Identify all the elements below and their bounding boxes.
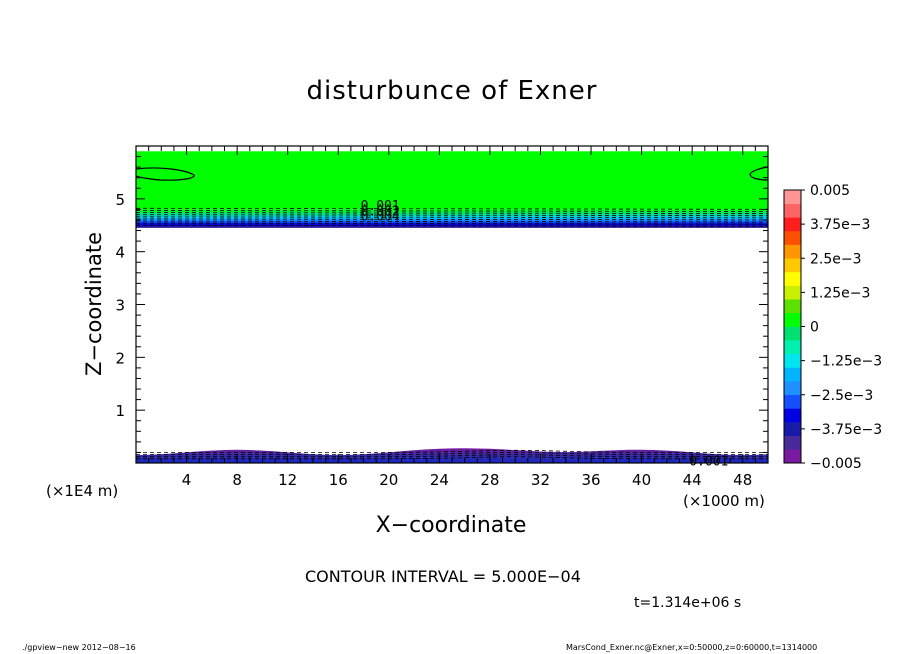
z-axis-unit: (×1E4 m) <box>46 482 119 500</box>
dashed-contour-upper <box>136 220 768 223</box>
x-tick-label: 8 <box>232 471 242 489</box>
colorbar-swatch <box>784 190 801 204</box>
colorbar-tick-label: −1.25e−3 <box>810 354 882 370</box>
colorbar-tick-label: −2.5e−3 <box>810 388 873 404</box>
dashed-contour-bottom <box>136 454 768 458</box>
z-tick-label: 5 <box>115 191 125 209</box>
dashed-contour-upper <box>136 222 768 225</box>
x-axis-label: X−coordinate <box>0 513 904 538</box>
z-axis: 1 2 3 4 5 <box>115 156 768 453</box>
x-tick-label: 40 <box>632 471 651 489</box>
colorbar-swatch <box>784 285 801 300</box>
negative-contour-lines <box>136 207 768 460</box>
colorbar-swatch <box>784 353 801 368</box>
colorbar-swatch <box>784 230 801 245</box>
x-axis-unit: (×1000 m) <box>683 492 765 510</box>
colorbar-tick-label: 3.75e−3 <box>810 217 870 233</box>
z-axis-label: Z−coordinate <box>82 232 106 376</box>
dashed-contour-upper <box>136 212 768 214</box>
footer-left: ./gpview−new 2012−08−16 <box>22 643 136 652</box>
colorbar-swatch <box>784 435 801 450</box>
dashed-contour-upper <box>136 216 768 219</box>
x-tick-label: 28 <box>480 471 499 489</box>
colorbar-swatch <box>784 312 801 327</box>
dashed-contour-upper <box>136 210 768 212</box>
region-upper-transition <box>136 209 768 228</box>
x-tick-label: 24 <box>430 471 449 489</box>
colorbar-tick-label: 0.005 <box>810 183 850 199</box>
colorbar-swatch <box>784 340 801 355</box>
colorbar-swatch <box>784 367 801 382</box>
z-tick-label: 2 <box>115 349 125 367</box>
z-tick-label: 1 <box>115 402 125 420</box>
contour-label: 0.001 <box>361 199 400 214</box>
zero-contour-lines <box>136 166 768 181</box>
x-tick-label: 4 <box>182 471 192 489</box>
contour-label: 0.001 <box>689 454 728 469</box>
colorbar-tick-label: 0 <box>810 320 819 336</box>
x-tick-label: 32 <box>531 471 550 489</box>
z-tick-label: 4 <box>115 244 125 262</box>
dashed-contour-upper <box>136 214 768 217</box>
x-tick-label: 20 <box>379 471 398 489</box>
colorbar-swatch <box>784 408 801 423</box>
colorbar-swatch <box>784 217 801 232</box>
dashed-contour-upper <box>136 218 768 221</box>
dashed-contour-upper <box>136 207 768 210</box>
z-tick-label: 3 <box>115 297 125 315</box>
colorbar-tick-label: 1.25e−3 <box>810 285 870 301</box>
x-axis: 4 8 12 16 20 24 28 32 36 40 44 48 <box>148 146 756 489</box>
contour-label: 0.002 <box>361 204 400 219</box>
filled-contours <box>136 151 768 463</box>
x-tick-label: 48 <box>733 471 752 489</box>
colorbar-swatch <box>784 271 801 286</box>
colorbar-swatch <box>784 449 801 464</box>
x-axis-label-text: X−coordinate <box>375 513 527 538</box>
chart-title: disturbunce of Exner <box>306 76 598 106</box>
colorbar-swatch <box>784 326 801 341</box>
colorbar-tick-label: 2.5e−3 <box>810 251 862 267</box>
x-tick-label: 36 <box>581 471 600 489</box>
x-tick-label: 16 <box>329 471 348 489</box>
contour-interval-label: CONTOUR INTERVAL = 5.000E−04 <box>305 567 581 586</box>
colorbar-tick-label: −0.005 <box>810 456 862 472</box>
zero-contour-right <box>749 166 768 181</box>
colorbar-swatch <box>784 381 801 396</box>
dashed-contour-bottom <box>136 451 768 455</box>
region-upper-layer <box>136 151 768 210</box>
time-label: t=1.314e+06 s <box>634 595 742 611</box>
colorbar: 0.005 3.75e−3 2.5e−3 1.25e−3 0 −1.25e−3 −2.5e−… <box>783 183 882 472</box>
x-tick-label: 44 <box>683 471 702 489</box>
dashed-contour-bottom <box>136 449 768 453</box>
colorbar-swatch <box>784 422 801 436</box>
colorbar-swatch <box>784 244 801 259</box>
footer-right: MarsCond_Exner.nc@Exner,x=0:50000,z=0:60… <box>566 643 818 652</box>
contour-label: 0.004 <box>361 210 400 225</box>
colorbar-swatch <box>784 299 801 314</box>
colorbar-swatch <box>784 203 801 218</box>
x-tick-label: 12 <box>278 471 297 489</box>
colorbar-tick-label: −3.75e−3 <box>810 422 882 438</box>
colorbar-swatch <box>784 394 801 409</box>
dashed-contour-upper <box>136 224 768 227</box>
zero-contour-left <box>136 167 195 181</box>
colorbar-swatch <box>784 258 801 273</box>
